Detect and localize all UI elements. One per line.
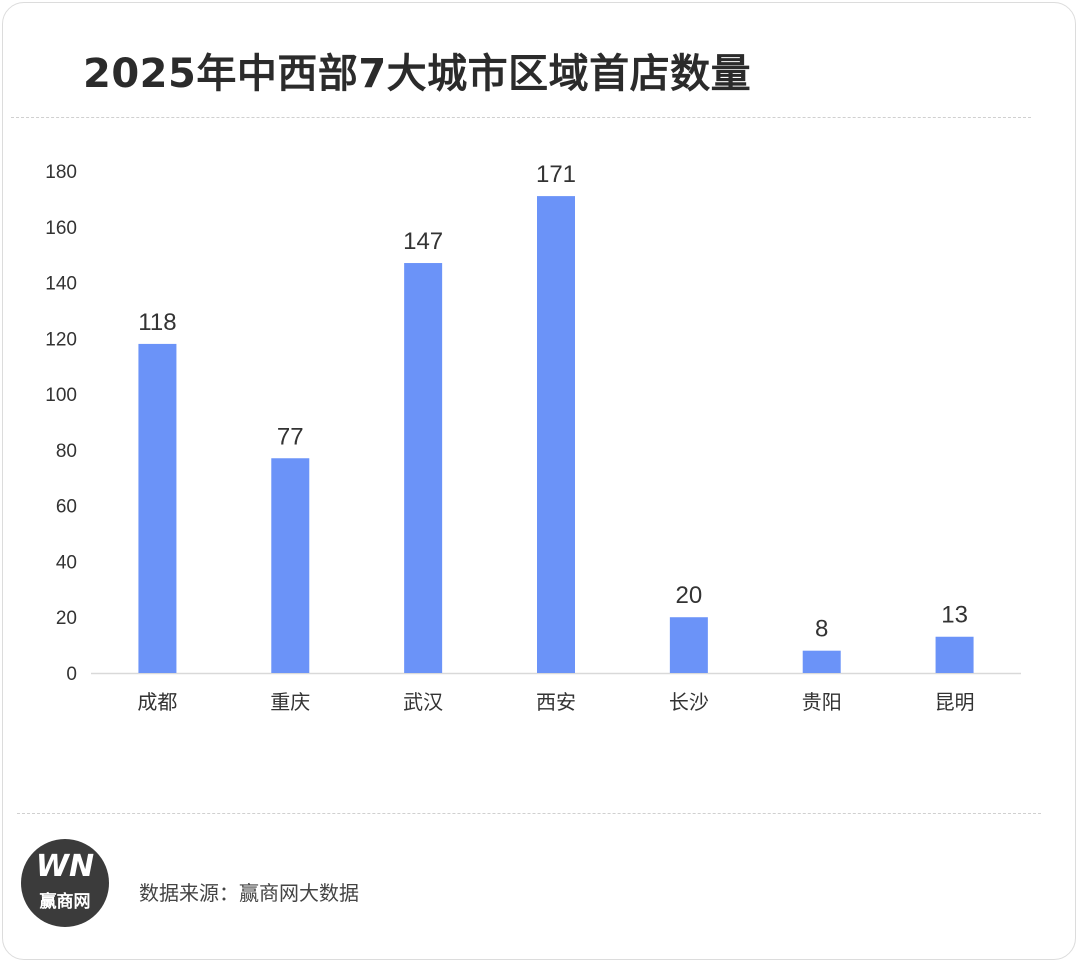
logo-name: 赢商网 — [39, 892, 91, 912]
bar — [935, 636, 974, 673]
y-tick-label: 100 — [45, 385, 77, 406]
bar — [271, 458, 310, 673]
bar — [802, 650, 841, 673]
x-tick-label: 成都 — [137, 690, 177, 714]
title-divider — [11, 117, 1031, 118]
x-tick-label: 长沙 — [669, 690, 709, 714]
x-tick-label: 武汉 — [403, 690, 443, 714]
y-tick-label: 140 — [45, 274, 77, 295]
footer-divider — [17, 813, 1041, 814]
y-tick-label: 80 — [56, 441, 77, 462]
x-tick-label: 重庆 — [270, 690, 310, 714]
bar — [404, 263, 443, 673]
logo-mark: WN — [35, 849, 95, 884]
data-label: 13 — [941, 602, 968, 629]
data-label: 118 — [138, 309, 176, 336]
x-tick-label: 贵阳 — [802, 690, 842, 714]
bar — [537, 196, 575, 673]
data-label: 8 — [815, 616, 828, 643]
data-label: 20 — [676, 582, 703, 609]
x-tick-label: 西安 — [536, 690, 576, 714]
y-tick-label: 0 — [66, 664, 77, 685]
y-tick-label: 40 — [56, 552, 77, 573]
bar-chart: 0 20 40 60 80 100 120 140 160 180 118 成都 77 重庆 147 武汉 17… — [45, 161, 1021, 714]
data-label: 77 — [277, 423, 304, 450]
data-source-note: 数据来源：赢商网大数据 — [139, 881, 359, 905]
y-tick-label: 160 — [45, 218, 77, 239]
x-tick-label: 昆明 — [935, 690, 975, 714]
chart-title: 2025年中西部7大城市区域首店数量 — [83, 51, 752, 97]
bar — [669, 617, 708, 673]
y-tick-label: 20 — [56, 608, 77, 629]
data-label: 147 — [403, 228, 443, 255]
bar — [138, 343, 177, 673]
y-tick-label: 60 — [56, 497, 77, 518]
y-tick-label: 120 — [45, 329, 77, 350]
y-tick-label: 180 — [45, 162, 77, 183]
data-label: 171 — [536, 161, 576, 188]
brand-logo: WN 赢商网 — [21, 839, 109, 927]
